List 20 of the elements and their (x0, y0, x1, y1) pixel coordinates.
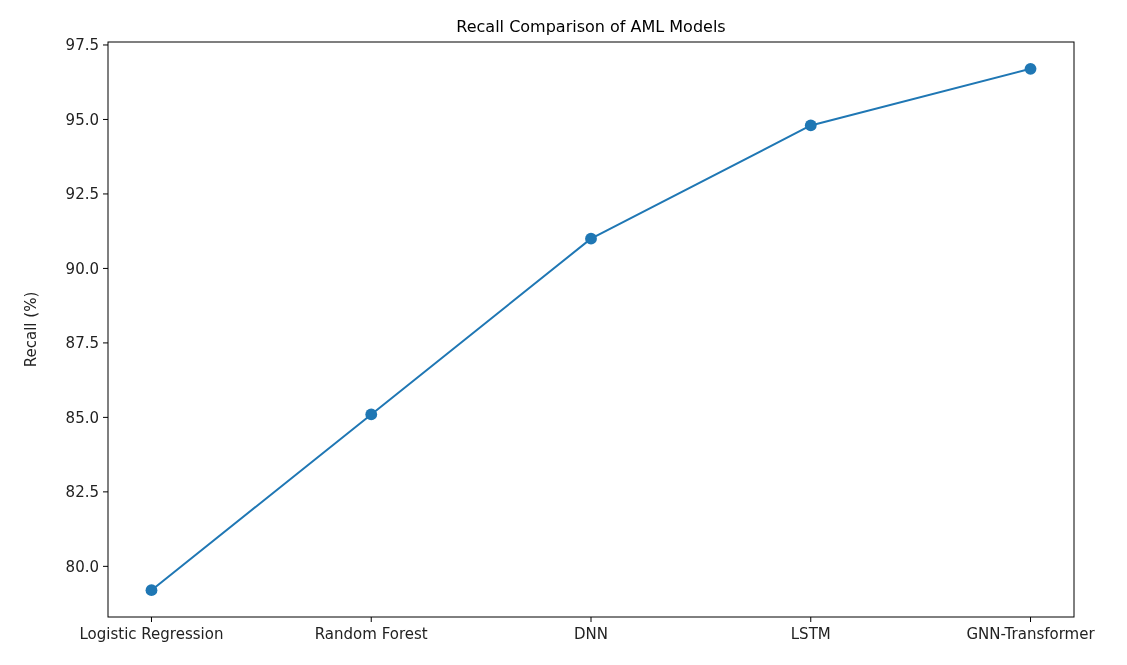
y-tick-label: 87.5 (65, 334, 99, 353)
y-tick-label: 90.0 (65, 259, 99, 278)
x-tick-label: Random Forest (314, 625, 428, 643)
point (145, 584, 158, 597)
point (585, 232, 597, 245)
x-tick-label: LSTM (790, 625, 831, 643)
y-tick-label: 82.5 (65, 483, 99, 502)
y-tick-label: 97.5 (65, 36, 99, 55)
y-tick-label: 80.0 (65, 557, 99, 576)
point (365, 408, 378, 421)
x-tick-label: GNN-Transformer (966, 625, 1096, 643)
x-tick-label: Logistic Regression (79, 625, 224, 643)
y-tick-label: 95.0 (65, 110, 99, 129)
y-tick-label: 92.5 (65, 185, 99, 204)
x-tick-label: DNN (574, 625, 608, 643)
point (1024, 62, 1037, 75)
y-tick-label: 85.0 (65, 408, 99, 427)
y-axis-title: Recall (%) (22, 291, 40, 368)
point (804, 119, 817, 132)
chart-title: Recall Comparison of AML Models (456, 17, 726, 36)
